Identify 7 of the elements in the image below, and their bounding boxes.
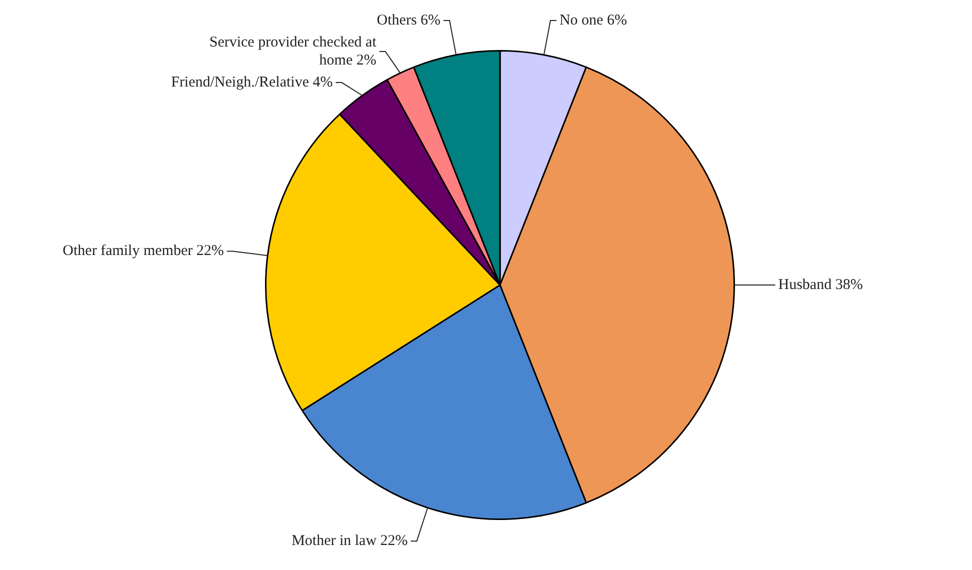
slice-label: Other family member 22%	[62, 243, 224, 260]
slice-label: No one 6%	[559, 12, 627, 28]
slice-label: Husband 38%	[778, 276, 863, 293]
slice-label: Service provider checked at home 2%	[209, 34, 378, 68]
slice-label: Mother in law 22%	[292, 533, 408, 550]
slice-label: Friend/Neigh./Relative 4%	[171, 74, 333, 90]
slice-label: Others 6%	[376, 12, 441, 28]
